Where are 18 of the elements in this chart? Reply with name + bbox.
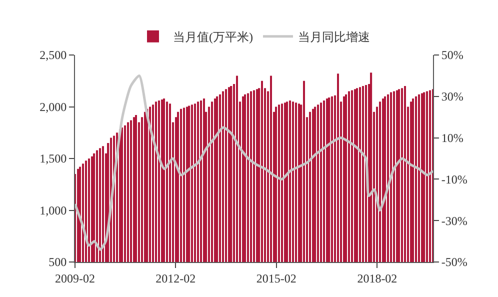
- x-tick-label: 2009-02: [55, 271, 95, 286]
- x-tick-label: 2018-02: [357, 271, 398, 286]
- y2-tick-label: -30%: [441, 214, 468, 228]
- y2-tick-label: 10%: [441, 131, 464, 145]
- y2-tick-label: -50%: [441, 255, 468, 270]
- y-tick-label: 1,000: [40, 203, 67, 218]
- y-tick-label: 500: [48, 255, 67, 270]
- y2-tick-label: 50%: [441, 48, 464, 62]
- y-tick-label: 2,000: [40, 100, 67, 114]
- legend-label: 当月值(万平米): [173, 30, 253, 44]
- y2-tick-label: -10%: [441, 172, 468, 186]
- y-tick-label: 2,500: [40, 48, 67, 62]
- x-tick-label: 2012-02: [156, 271, 196, 286]
- y-tick-label: 1,500: [40, 152, 67, 166]
- y2-tick-label: 30%: [441, 90, 464, 104]
- line-series: [75, 74, 433, 251]
- legend-label: 当月同比增速: [298, 30, 370, 44]
- x-tick-label: 2015-02: [256, 271, 296, 286]
